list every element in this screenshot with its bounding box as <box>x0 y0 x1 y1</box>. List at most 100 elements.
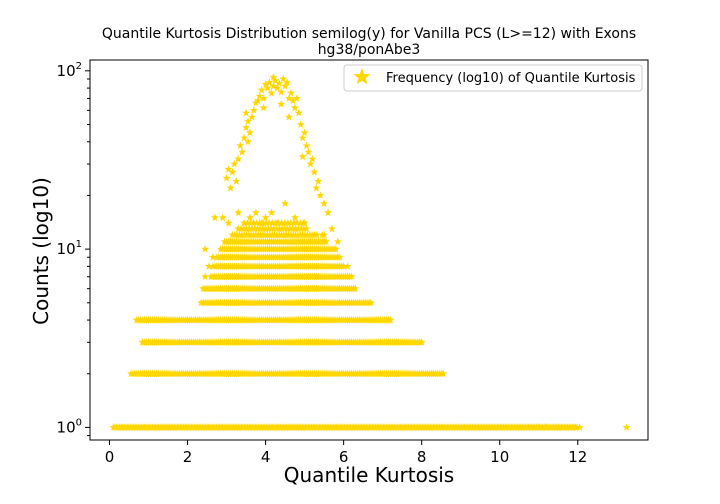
data-point <box>290 103 299 112</box>
data-point <box>366 298 375 307</box>
data-point <box>293 218 302 227</box>
data-point <box>267 208 276 217</box>
x-axis-label: Quantile Kurtosis <box>284 463 454 487</box>
data-point <box>234 208 243 217</box>
data-point <box>333 237 342 246</box>
data-point <box>281 199 290 207</box>
data-point <box>257 218 266 227</box>
data-point <box>347 272 356 281</box>
data-point <box>230 159 239 168</box>
data-point <box>148 369 157 378</box>
data-point <box>175 338 184 346</box>
data-point <box>292 94 301 102</box>
data-point <box>296 218 305 227</box>
data-point <box>257 85 266 94</box>
data-point <box>236 141 245 150</box>
data-point <box>280 218 289 227</box>
data-point <box>249 106 258 114</box>
data-point <box>302 141 311 150</box>
data-point <box>343 262 352 270</box>
data-point <box>314 177 323 185</box>
data-point <box>294 108 303 117</box>
data-point <box>575 423 584 431</box>
y-axis-label: Counts (log10) <box>29 177 53 325</box>
data-point <box>286 88 295 97</box>
data-point <box>310 168 319 176</box>
data-point <box>312 183 321 192</box>
data-point <box>228 168 237 176</box>
data-point <box>429 369 438 378</box>
data-point <box>304 147 313 156</box>
data-point <box>244 117 253 125</box>
data-point <box>417 338 426 346</box>
data-point <box>285 112 293 121</box>
data-point <box>240 133 249 142</box>
data-point <box>554 423 563 431</box>
data-point <box>333 253 342 261</box>
data-point <box>327 224 336 233</box>
data-point <box>152 369 161 378</box>
data-point <box>243 218 252 227</box>
data-point <box>251 208 260 217</box>
data-point <box>265 78 274 86</box>
data-point <box>240 218 249 227</box>
data-point <box>277 99 286 108</box>
data-point <box>259 94 268 102</box>
data-point <box>267 88 276 97</box>
data-point <box>245 213 254 222</box>
data-point <box>439 369 448 378</box>
data-point <box>222 173 231 182</box>
x-tick-label: 6 <box>339 448 349 466</box>
data-point <box>164 369 173 378</box>
x-tick-label: 4 <box>261 448 271 466</box>
data-point <box>329 244 338 253</box>
data-point <box>242 108 251 117</box>
data-point <box>246 218 255 227</box>
data-point <box>203 284 212 293</box>
data-point <box>542 423 551 431</box>
data-point <box>269 73 278 81</box>
data-point <box>205 262 214 270</box>
data-point <box>224 165 233 173</box>
data-point <box>255 92 264 100</box>
data-point <box>279 74 288 83</box>
data-point <box>144 338 153 346</box>
chart-subtitle: hg38/ponAbe3 <box>318 42 421 58</box>
data-point <box>268 218 277 227</box>
x-tick-label: 12 <box>568 448 587 466</box>
data-point <box>386 315 395 324</box>
data-point <box>312 230 321 239</box>
data-point <box>160 338 169 346</box>
data-point <box>290 218 299 227</box>
data-point <box>306 159 315 168</box>
data-point <box>300 218 309 227</box>
data-point <box>234 154 243 163</box>
data-point <box>290 213 299 222</box>
data-point <box>273 83 282 92</box>
legend-star <box>353 68 371 85</box>
x-tick-label: 10 <box>490 448 509 466</box>
data-point <box>302 224 311 233</box>
data-point <box>132 315 141 324</box>
data-point <box>281 81 290 90</box>
data-point <box>218 213 227 222</box>
data-point <box>273 218 282 227</box>
data-point <box>242 123 251 132</box>
data-point <box>265 218 274 227</box>
data-point <box>286 218 295 227</box>
data-point <box>245 128 254 137</box>
data-point <box>252 218 261 227</box>
data-point <box>300 128 309 137</box>
data-point <box>349 284 358 293</box>
data-point <box>298 133 307 142</box>
chart-title: Quantile Kurtosis Distribution semilog(y… <box>102 26 636 42</box>
data-point <box>400 338 409 346</box>
data-point <box>285 94 293 102</box>
data-point <box>244 137 253 146</box>
data-point <box>298 152 307 161</box>
data-point <box>253 96 262 105</box>
data-point <box>224 218 233 227</box>
data-point <box>138 338 147 346</box>
